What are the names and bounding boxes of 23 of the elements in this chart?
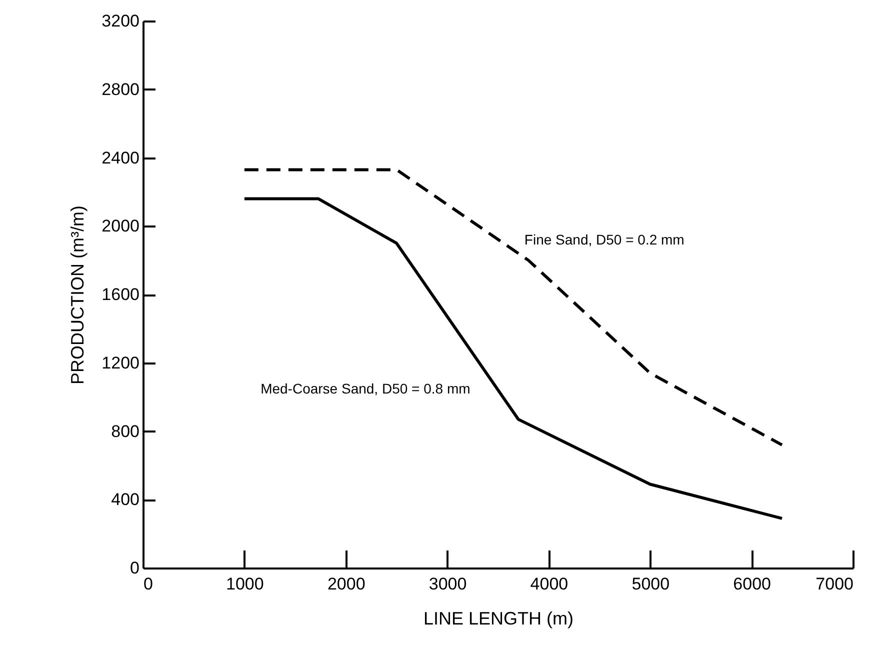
- series-label: Fine Sand, D50 = 0.2 mm: [524, 231, 684, 248]
- y-tick-label: 2000: [102, 216, 140, 236]
- x-tick-label: 7000: [816, 574, 854, 594]
- line-series: [242, 197, 784, 520]
- series-label: Med-Coarse Sand, D50 = 0.8 mm: [260, 380, 470, 396]
- x-axis-title: LINE LENGTH (m): [423, 608, 574, 628]
- x-tick-label: 1000: [226, 574, 264, 594]
- x-tick-label: 3000: [428, 574, 467, 594]
- x-tick-label: 2000: [327, 574, 366, 594]
- x-tick-label: 4000: [530, 574, 568, 594]
- x-tick-label: 5000: [632, 574, 670, 594]
- y-tick-label: 0: [130, 558, 140, 578]
- y-tick-label: 1600: [102, 285, 140, 304]
- y-tick-label: 2400: [102, 148, 140, 168]
- y-axis-title: PRODUCTION (m³/m): [68, 206, 88, 384]
- line-series: [242, 168, 784, 446]
- y-tick-label: 2800: [102, 80, 140, 99]
- y-tick-label: 800: [111, 422, 140, 441]
- x-tick-label: 0: [144, 574, 153, 594]
- x-tick-label: 6000: [733, 574, 771, 594]
- y-tick-label: 400: [111, 490, 140, 510]
- y-tick-label: 3200: [102, 12, 140, 30]
- y-tick-label: 1200: [102, 353, 140, 372]
